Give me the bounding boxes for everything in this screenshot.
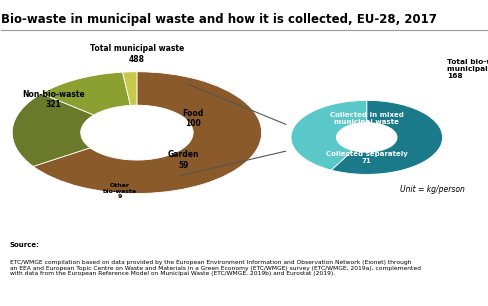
Text: Unit = kg/person: Unit = kg/person — [400, 185, 464, 194]
Text: Food
100: Food 100 — [182, 109, 203, 128]
Text: Garden
59: Garden 59 — [167, 150, 199, 170]
Text: Total bio-waste in
municipal waste
168: Total bio-waste in municipal waste 168 — [447, 59, 488, 79]
Wedge shape — [12, 94, 94, 166]
Wedge shape — [331, 100, 442, 174]
Text: Total municipal waste
488: Total municipal waste 488 — [90, 44, 183, 64]
Wedge shape — [33, 72, 261, 193]
Text: Collected separately
71: Collected separately 71 — [325, 151, 407, 164]
Wedge shape — [290, 100, 366, 170]
Wedge shape — [122, 72, 137, 105]
Text: Other
bio-waste
9: Other bio-waste 9 — [102, 183, 137, 200]
Text: Source:: Source: — [10, 242, 40, 248]
Text: Bio-waste in municipal waste and how it is collected, EU-28, 2017: Bio-waste in municipal waste and how it … — [1, 13, 436, 26]
Text: ETC/WMGE compilation based on data provided by the European Environment Informat: ETC/WMGE compilation based on data provi… — [10, 260, 420, 276]
Text: Non-bio-waste
321: Non-bio-waste 321 — [22, 90, 85, 109]
Wedge shape — [41, 72, 130, 115]
Text: Collected in mixed
municipal waste
97: Collected in mixed municipal waste 97 — [329, 112, 403, 132]
